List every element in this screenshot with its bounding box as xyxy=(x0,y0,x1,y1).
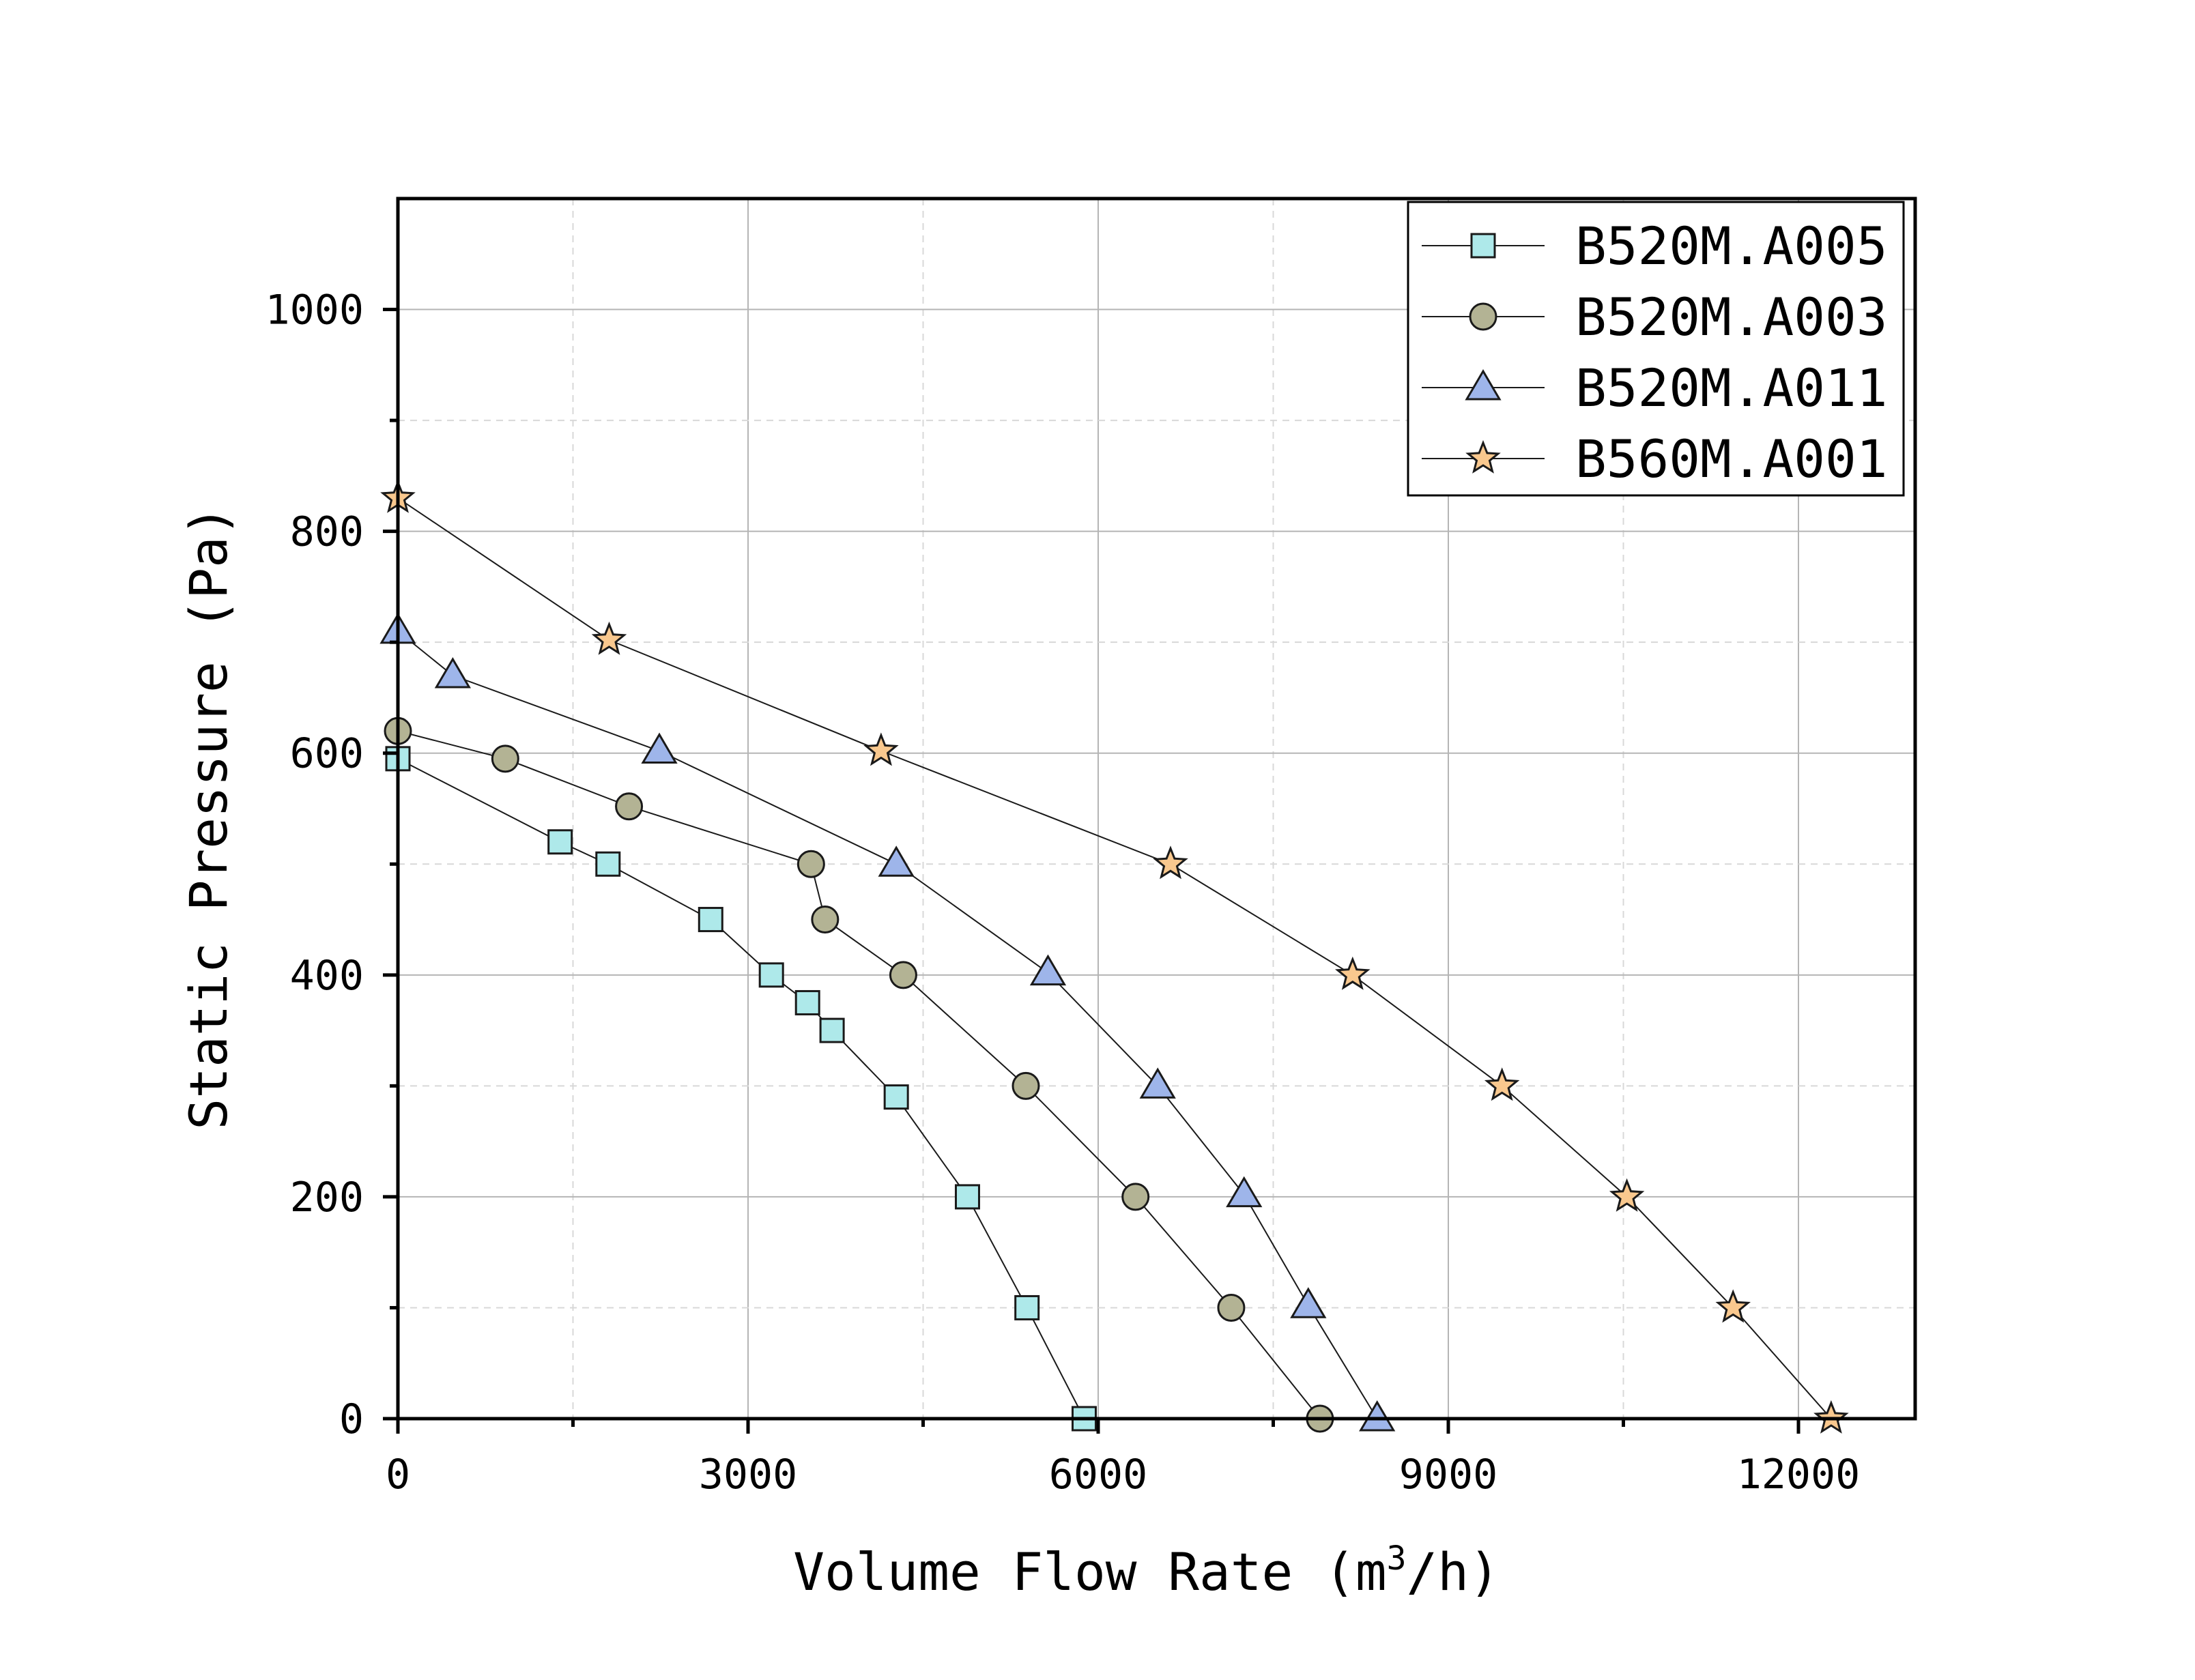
data-point xyxy=(1121,1183,1150,1211)
data-point xyxy=(811,906,840,934)
data-point xyxy=(1012,1071,1040,1100)
x-tick-label: 6000 xyxy=(1049,1451,1148,1498)
data-point xyxy=(698,907,723,933)
data-point xyxy=(1609,1178,1645,1212)
data-point xyxy=(434,656,471,689)
x-tick-label: 3000 xyxy=(699,1451,798,1498)
data-point xyxy=(1484,1067,1520,1101)
data-point xyxy=(1153,845,1188,880)
y-tick-label: 600 xyxy=(290,730,364,778)
y-tick-label: 400 xyxy=(290,952,364,1000)
legend-entries: B520M.A005 B520M.A003 B520M.A011 B560M.A001 xyxy=(1422,216,1888,489)
data-point xyxy=(1359,1400,1396,1432)
y-tick-label: 200 xyxy=(290,1174,364,1221)
legend-marker xyxy=(1465,439,1501,474)
data-point xyxy=(615,792,644,821)
y-tick-label: 0 xyxy=(339,1395,364,1443)
legend-label: B520M.A011 xyxy=(1575,358,1888,418)
data-point xyxy=(954,1184,980,1210)
axis-ticks xyxy=(383,308,1801,1434)
data-point xyxy=(547,829,573,855)
x-tick-label: 12000 xyxy=(1737,1451,1861,1498)
data-point xyxy=(863,732,899,766)
series-line xyxy=(397,730,1321,1419)
data-point xyxy=(794,989,820,1015)
legend-marker xyxy=(1465,369,1502,401)
data-point xyxy=(1715,1289,1751,1323)
y-tick-label: 1000 xyxy=(266,287,364,334)
y-tick-label: 800 xyxy=(290,508,364,556)
data-point xyxy=(1029,954,1067,986)
legend-label: B520M.A003 xyxy=(1575,287,1888,347)
data-point xyxy=(883,1084,909,1110)
data-point xyxy=(797,850,825,878)
data-point xyxy=(1217,1293,1246,1322)
y-tick-labels: 0 200 400 600 800 1000 xyxy=(266,287,364,1443)
x-tick-labels: 0 3000 6000 9000 12000 xyxy=(386,1451,1860,1498)
legend: B520M.A005 B520M.A003 B520M.A011 B560M.A001 xyxy=(1407,201,1905,497)
series-markers xyxy=(379,479,1849,1434)
data-point xyxy=(1226,1176,1263,1208)
legend-marker xyxy=(1469,302,1497,331)
data-point xyxy=(1290,1287,1327,1318)
legend-label: B560M.A001 xyxy=(1575,429,1888,489)
data-point xyxy=(878,845,915,877)
legend-marker xyxy=(1470,233,1496,259)
data-point xyxy=(591,621,627,655)
data-point xyxy=(1139,1067,1176,1099)
x-tick-label: 0 xyxy=(386,1451,410,1498)
data-point xyxy=(1335,956,1371,990)
data-point xyxy=(889,961,917,989)
plot-frame xyxy=(396,197,1917,1421)
legend-label: B520M.A005 xyxy=(1575,216,1888,276)
x-axis-title: Volume Flow Rate (m3/h) xyxy=(793,1539,1500,1602)
data-point xyxy=(491,744,519,773)
data-point xyxy=(1014,1294,1040,1320)
data-point xyxy=(641,732,678,764)
data-point xyxy=(819,1017,845,1043)
series-line xyxy=(397,758,1085,1419)
data-point xyxy=(595,851,621,877)
y-axis-title: Static Pressure (Pa) xyxy=(178,505,239,1129)
data-point xyxy=(758,962,784,988)
x-tick-label: 9000 xyxy=(1399,1451,1498,1498)
